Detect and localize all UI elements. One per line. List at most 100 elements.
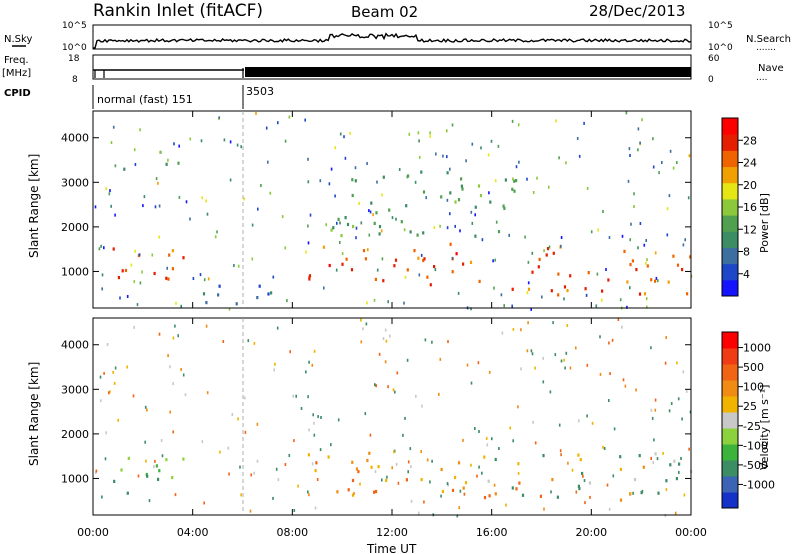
nave-tick-top: 60 <box>708 54 720 64</box>
nsky-tick-top: 10^5 <box>62 21 87 31</box>
echo-cell <box>121 269 124 273</box>
y-tick-label: 3000 <box>61 383 89 396</box>
echo-cell <box>645 239 647 242</box>
echo-cell <box>381 257 384 261</box>
echo-cell <box>586 363 589 367</box>
echo-cell <box>231 413 234 416</box>
station-title: Rankin Inlet (fitACF) <box>93 1 263 21</box>
echo-cell <box>182 457 185 461</box>
echo-cell <box>515 165 518 169</box>
echo-cell <box>446 171 449 175</box>
x-tick-label: 16:00 <box>476 526 508 539</box>
echo-cell <box>595 304 598 308</box>
echo-cell <box>563 285 567 289</box>
echo-cell <box>288 454 291 457</box>
echo-cell <box>673 459 676 463</box>
echo-cell <box>409 447 412 451</box>
echo-cell <box>273 368 275 372</box>
echo-cell <box>651 416 654 420</box>
echo-cell <box>169 365 171 369</box>
echo-cell <box>469 260 473 264</box>
echo-cell <box>418 139 420 143</box>
echo-cell <box>682 370 685 374</box>
echo-cell <box>236 143 239 147</box>
echo-cell <box>666 233 669 237</box>
echo-cell <box>366 458 369 463</box>
echo-cell <box>400 220 403 224</box>
echo-cell <box>518 160 520 164</box>
echo-cell <box>169 410 171 414</box>
echo-cell <box>134 163 137 166</box>
colorbar-tick-label: 24 <box>743 157 757 170</box>
echo-cell <box>607 278 610 282</box>
echo-cell <box>394 258 398 262</box>
echo-cell <box>483 496 487 500</box>
echo-cell <box>418 273 421 277</box>
echo-cell <box>531 270 534 274</box>
echo-cell <box>251 223 254 227</box>
echo-cell <box>423 500 425 504</box>
echo-cell <box>293 439 295 443</box>
nsky-tick-bottom: 10^0 <box>62 43 87 53</box>
colorbar-segment <box>722 118 738 135</box>
echo-cell <box>422 231 425 235</box>
colorbar-segment <box>722 166 738 184</box>
echo-cell <box>308 274 312 278</box>
echo-cell <box>117 418 119 422</box>
colorbar-segment <box>722 247 738 265</box>
echo-cell <box>447 340 449 344</box>
echo-cell <box>386 475 388 479</box>
echo-cell <box>454 475 457 480</box>
echo-cell <box>340 234 343 238</box>
echo-cell <box>407 470 409 474</box>
echo-cell <box>479 194 483 198</box>
echo-cell <box>374 470 377 474</box>
echo-cell <box>373 221 376 225</box>
echo-cell <box>165 162 168 166</box>
echo-cell <box>275 467 278 471</box>
echo-cell <box>488 370 491 374</box>
velocity-panel: 1000 2000 3000 4000 Slant Range [km] <box>27 317 693 518</box>
echo-cell <box>184 393 187 397</box>
echo-cell <box>446 155 448 159</box>
echo-cell <box>314 506 317 510</box>
colorbar-tick-label: 500 <box>743 361 764 374</box>
echo-cell <box>520 367 522 371</box>
echo-cell <box>404 275 407 279</box>
echo-cell <box>277 121 279 125</box>
echo-cell <box>435 152 437 156</box>
echo-cell <box>668 194 671 198</box>
echo-cell <box>420 170 423 174</box>
echo-cell <box>142 204 144 208</box>
echo-cell <box>391 216 394 220</box>
echo-cell <box>276 326 279 330</box>
echo-cell <box>227 446 230 450</box>
echo-cell <box>654 398 657 402</box>
echo-cell <box>165 458 168 462</box>
echo-cell <box>560 453 562 457</box>
echo-cell <box>95 469 98 473</box>
echo-cell <box>382 279 385 283</box>
echo-cell <box>405 478 408 482</box>
echo-cell <box>532 420 534 424</box>
echo-cell <box>406 175 409 179</box>
echo-cell <box>339 221 341 225</box>
echo-cell <box>256 296 259 300</box>
echo-cell <box>355 226 358 230</box>
echo-cell <box>488 191 490 195</box>
colorbar-segment <box>722 348 738 365</box>
echo-cell <box>508 233 510 237</box>
echo-cell <box>542 454 545 458</box>
echo-cell <box>463 492 466 496</box>
echo-cell <box>591 421 594 425</box>
echo-cell <box>110 204 112 208</box>
echo-cell <box>375 384 377 388</box>
echo-cell <box>466 363 469 367</box>
echo-cell <box>167 277 170 281</box>
echo-cell <box>589 495 591 499</box>
echo-cell <box>461 187 464 191</box>
echo-cell <box>218 284 221 288</box>
echo-cell <box>584 287 587 291</box>
echo-cell <box>446 129 448 133</box>
echo-cell <box>364 257 367 261</box>
